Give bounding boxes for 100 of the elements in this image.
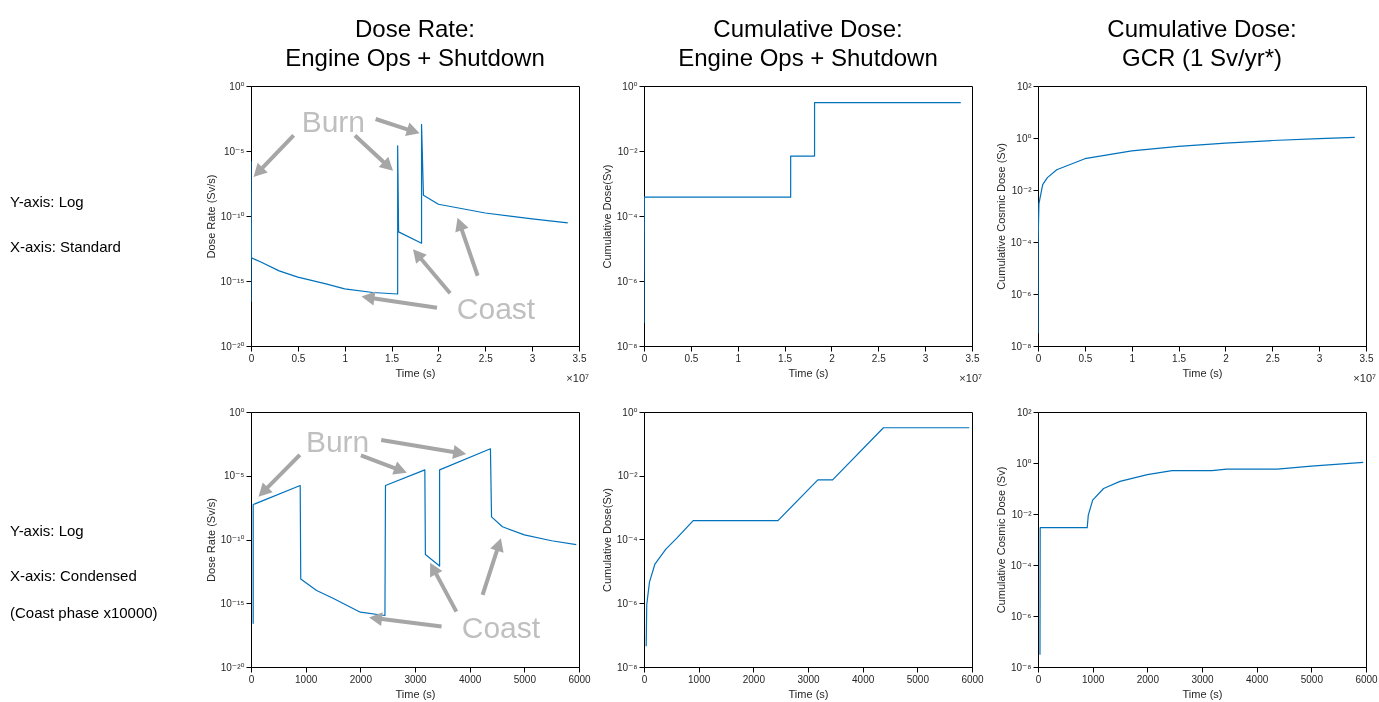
- chart-title: Cumulative Dose: Engine Ops + Shutdown: [678, 15, 938, 71]
- x-tick-label: 2.5: [478, 352, 494, 364]
- x-tick-label: 2: [1223, 352, 1230, 364]
- x-axis-title: Time (s): [788, 366, 829, 379]
- x-tick-label: 5000: [906, 673, 930, 685]
- y-tick-label: 10⁻⁶: [616, 597, 638, 609]
- line-series: [645, 427, 970, 647]
- y-tick-label: 10⁻⁴: [1010, 236, 1032, 248]
- y-tick-label: 10⁻⁵: [223, 470, 245, 482]
- y-tick-label: 10⁰: [1016, 132, 1032, 144]
- y-tick-label: 10⁻⁸: [1010, 340, 1032, 352]
- x-tick-label: 6000: [961, 673, 985, 685]
- y-tick-label: 10⁻²⁰: [220, 340, 245, 352]
- x-tick-label: 3000: [797, 673, 821, 685]
- y-tick-label: 10⁻⁵: [223, 145, 245, 157]
- x-axis-title: Time (s): [395, 687, 436, 700]
- x-tick-label: 0: [1035, 352, 1042, 364]
- x-axis-title: Time (s): [788, 687, 829, 700]
- x-tick-label: 5000: [513, 673, 537, 685]
- y-axis-title: Dose Rate (Sv/s): [204, 498, 217, 582]
- x-tick-label: 6000: [568, 673, 592, 685]
- y-tick-label: 10⁻⁶: [616, 275, 638, 287]
- y-tick-label: 10⁻²: [1011, 508, 1033, 520]
- text: Y-axis: Log: [10, 193, 84, 210]
- y-tick-label: 10⁻⁸: [616, 340, 638, 352]
- y-tick-label: 10⁻⁶: [1010, 610, 1032, 622]
- y-axis-title: Cumulative Dose(Sv): [600, 164, 613, 269]
- y-tick-label: 10⁰: [622, 80, 638, 92]
- x-tick-label: 2.5: [1265, 352, 1281, 364]
- x-tick-label: 0: [248, 352, 255, 364]
- x-tick-label: 1: [342, 352, 349, 364]
- y-axis-title: Cumulative Cosmic Dose (Sv): [994, 143, 1007, 290]
- x-tick-label: 2000: [742, 673, 766, 685]
- x-tick-label: 1000: [688, 673, 711, 685]
- y-tick-label: 10⁻¹⁰: [220, 534, 245, 545]
- y-tick-label: 10⁻⁴: [1010, 559, 1032, 571]
- y-tick-label: 10⁻²: [1011, 184, 1033, 196]
- y-tick-label: 10⁰: [622, 406, 638, 418]
- x-tick-label: 1: [735, 352, 742, 364]
- y-tick-label: 10²: [1017, 80, 1033, 92]
- x-tick-label: 0: [1035, 673, 1042, 685]
- y-axis-title: Dose Rate (Sv/s): [204, 174, 217, 259]
- x-tick-label: 1000: [295, 673, 318, 685]
- x-tick-label: 6000: [1355, 673, 1379, 685]
- y-axis-title: Cumulative Dose(Sv): [600, 488, 613, 592]
- x-tick-label: 0: [248, 673, 255, 685]
- x-tick-label: 2.5: [871, 352, 887, 364]
- x-tick-label: 2: [829, 352, 836, 364]
- text: X-axis: Condensed: [10, 567, 137, 584]
- x-tick-label: 3.5: [572, 352, 587, 364]
- x-tick-label: 0: [641, 673, 648, 685]
- x-tick-label: 2000: [1136, 673, 1160, 685]
- x-tick-label: 3000: [404, 673, 428, 685]
- annotation: Burn: [305, 425, 370, 459]
- text: (Coast phase x10000): [10, 604, 158, 621]
- x-tick-label: 4000: [1246, 673, 1269, 685]
- text: ×10⁷: [1353, 372, 1377, 384]
- y-tick-label: 10⁻¹⁰: [220, 210, 245, 222]
- text: X-axis: Standard: [10, 238, 121, 255]
- y-tick-label: 10⁻⁶: [1010, 288, 1032, 300]
- y-tick-label: 10⁰: [229, 80, 245, 92]
- x-tick-label: 3: [922, 352, 929, 364]
- x-axis-title: Time (s): [1182, 687, 1223, 700]
- x-tick-label: 4000: [852, 673, 875, 685]
- x-tick-label: 1.5: [385, 352, 400, 364]
- y-tick-label: 10⁰: [229, 406, 245, 418]
- chart-title: Dose Rate: Engine Ops + Shutdown: [285, 15, 545, 71]
- x-tick-label: 3: [1316, 352, 1323, 364]
- y-tick-label: 10⁻²⁰: [220, 661, 245, 673]
- x-axis-title: Time (s): [395, 366, 436, 379]
- x-tick-label: 1.5: [1172, 352, 1187, 364]
- y-tick-label: 10²: [1017, 406, 1033, 418]
- y-axis-title: Cumulative Cosmic Dose (Sv): [994, 466, 1007, 614]
- chart-title: Cumulative Dose: GCR (1 Sv/yr*): [1107, 15, 1297, 71]
- y-tick-label: 10⁻²: [617, 470, 639, 482]
- x-tick-label: 4000: [459, 673, 482, 685]
- x-tick-label: 2: [436, 352, 443, 364]
- x-tick-label: 1000: [1082, 673, 1105, 685]
- x-tick-label: 0.5: [1078, 352, 1093, 364]
- y-tick-label: 10⁻⁴: [616, 534, 638, 545]
- y-tick-label: 10⁻⁸: [616, 661, 638, 673]
- y-tick-label: 10⁰: [1016, 457, 1032, 469]
- x-tick-label: 1: [1129, 352, 1136, 364]
- x-tick-label: 0.5: [684, 352, 699, 364]
- x-tick-label: 3000: [1191, 673, 1215, 685]
- annotation: Burn: [301, 105, 366, 139]
- text: ×10⁷: [959, 372, 983, 384]
- x-tick-label: 3: [529, 352, 536, 364]
- x-tick-label: 1.5: [778, 352, 793, 364]
- x-tick-label: 2000: [349, 673, 373, 685]
- x-tick-label: 0.5: [291, 352, 306, 364]
- y-tick-label: 10⁻¹⁵: [220, 275, 245, 287]
- y-tick-label: 10⁻⁸: [1010, 661, 1032, 673]
- annotation: Coast: [461, 611, 541, 645]
- annotation: Coast: [456, 292, 536, 326]
- text: Y-axis: Log: [10, 522, 84, 539]
- line-series: [1039, 461, 1364, 656]
- y-tick-label: 10⁻¹⁵: [220, 597, 245, 609]
- line-series: [1038, 136, 1356, 335]
- line-series: [644, 101, 962, 324]
